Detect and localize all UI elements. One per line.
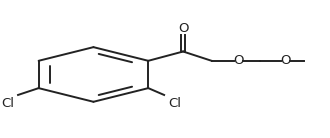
Text: Cl: Cl xyxy=(168,97,181,110)
Text: O: O xyxy=(178,22,188,35)
Text: O: O xyxy=(280,54,291,67)
Text: Cl: Cl xyxy=(1,97,14,110)
Text: O: O xyxy=(233,54,244,67)
